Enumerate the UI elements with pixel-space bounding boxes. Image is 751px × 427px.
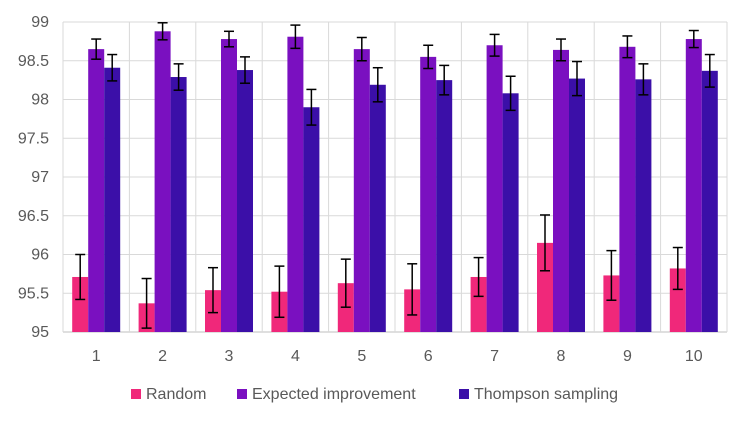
legend-swatch xyxy=(131,389,141,399)
legend-swatch xyxy=(459,389,469,399)
x-tick-label: 7 xyxy=(490,348,499,365)
bar xyxy=(436,80,453,332)
y-tick-label: 96 xyxy=(31,247,49,264)
y-tick-label: 99 xyxy=(31,14,49,31)
legend-label: Random xyxy=(146,386,206,403)
legend: Random Expected improvement Thompson sampl… xyxy=(131,386,618,403)
bar xyxy=(635,79,652,332)
bar xyxy=(619,46,636,333)
y-tick-label: 97.5 xyxy=(18,130,49,147)
bar xyxy=(685,39,702,333)
bar xyxy=(537,242,553,332)
y-tick-label: 96.5 xyxy=(18,208,49,225)
bar xyxy=(603,275,620,332)
legend-label: Thompson sampling xyxy=(474,386,618,403)
bar xyxy=(88,49,105,332)
bar xyxy=(669,268,686,332)
legend-label: Expected improvement xyxy=(252,386,416,403)
y-tick-label: 98.5 xyxy=(18,53,49,70)
x-tick-label: 10 xyxy=(685,348,703,365)
y-tick-label: 97 xyxy=(31,169,49,186)
x-tick-label: 2 xyxy=(158,348,167,365)
bar xyxy=(353,49,370,332)
bar xyxy=(170,77,187,333)
bar xyxy=(369,84,386,333)
y-tick-label: 95.5 xyxy=(18,285,49,302)
y-tick-label: 95 xyxy=(31,324,49,341)
x-tick-label: 8 xyxy=(557,348,566,365)
bar xyxy=(502,93,519,332)
bar xyxy=(237,70,253,333)
x-tick-label: 4 xyxy=(291,348,300,365)
bar xyxy=(569,78,585,332)
bar xyxy=(154,31,171,333)
bar xyxy=(701,70,718,332)
bars xyxy=(72,22,718,333)
y-tick-label: 98 xyxy=(31,92,49,109)
bar xyxy=(221,39,237,333)
x-tick-label: 1 xyxy=(92,348,101,365)
legend-item: Expected improvement xyxy=(237,386,416,403)
bar xyxy=(553,49,569,333)
legend-item: Random xyxy=(131,386,206,403)
bar xyxy=(104,67,121,332)
bar xyxy=(72,276,89,332)
bar xyxy=(470,276,487,332)
bar xyxy=(303,107,320,332)
x-tick-label: 5 xyxy=(357,348,366,365)
legend-swatch xyxy=(237,389,247,399)
x-tick-label: 9 xyxy=(623,348,632,365)
bar xyxy=(287,36,304,332)
x-tick-label: 3 xyxy=(225,348,234,365)
legend-item: Thompson sampling xyxy=(459,386,618,403)
bar xyxy=(486,45,503,332)
x-tick-label: 6 xyxy=(424,348,433,365)
bar xyxy=(420,56,437,332)
